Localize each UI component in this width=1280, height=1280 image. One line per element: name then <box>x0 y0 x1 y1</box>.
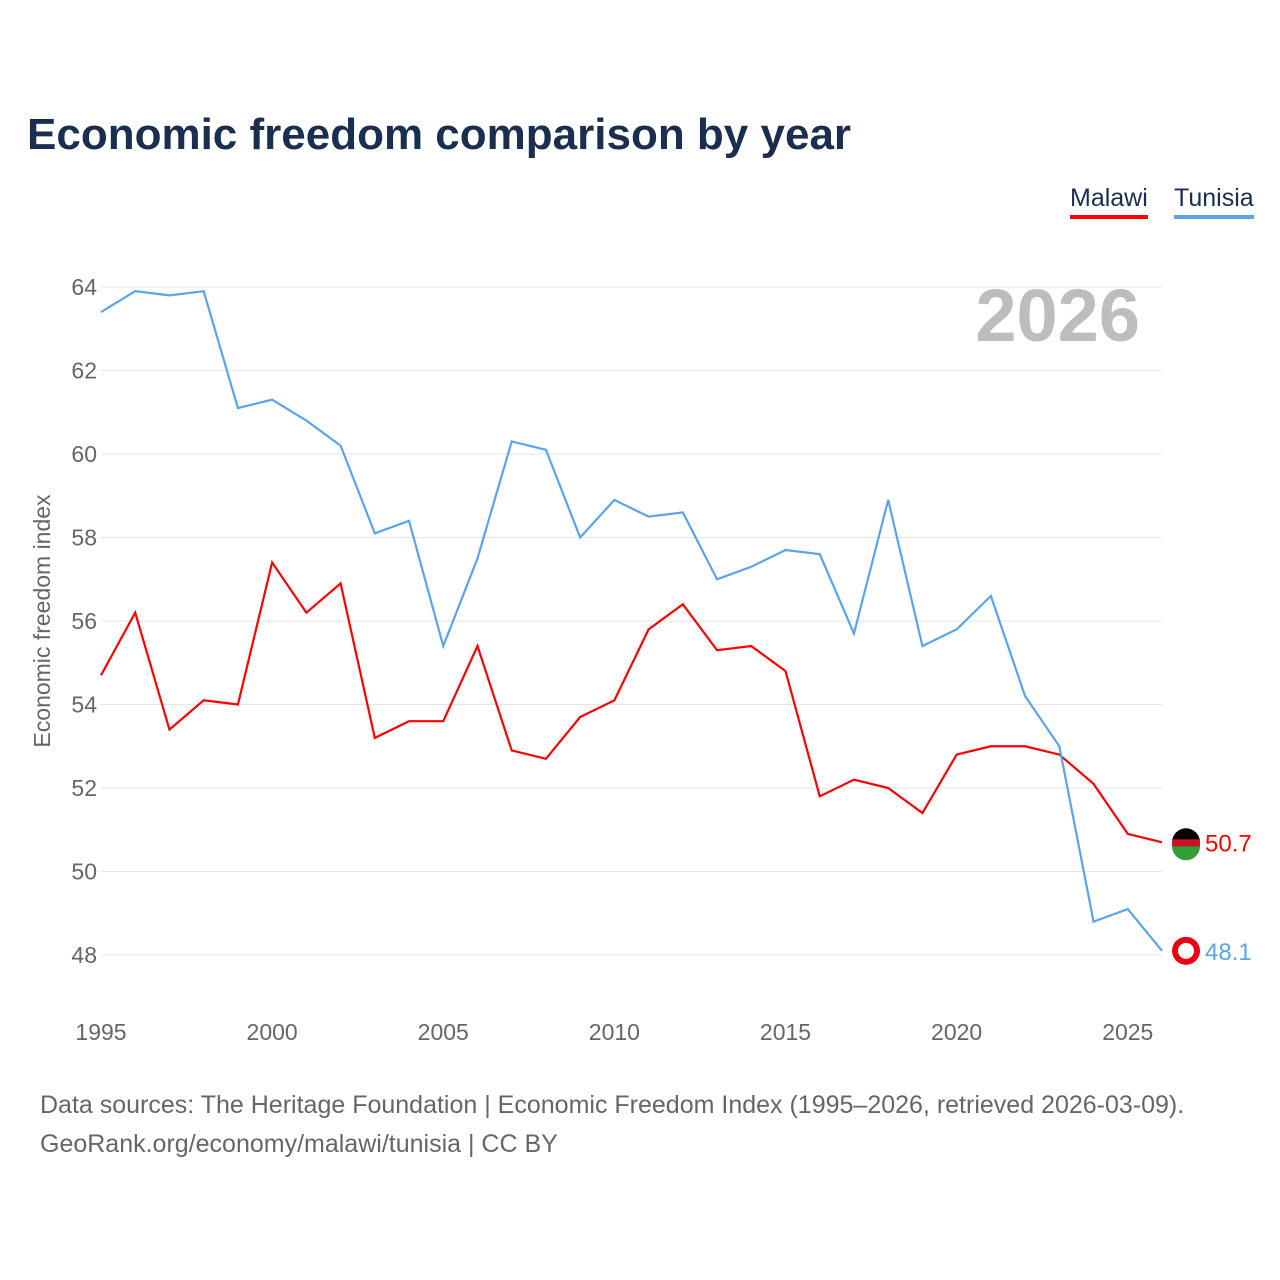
y-tick-label: 62 <box>71 358 97 384</box>
x-tick-label: 2015 <box>760 1019 811 1045</box>
x-tick-label: 1995 <box>75 1019 126 1045</box>
source-note: Data sources: The Heritage Foundation | … <box>40 1086 1184 1164</box>
flag-stripe <box>1172 839 1200 847</box>
end-value-label: 48.1 <box>1205 939 1252 966</box>
y-tick-label: 52 <box>71 775 97 801</box>
y-tick-label: 50 <box>71 859 97 885</box>
y-tick-label: 48 <box>71 942 97 968</box>
flag-disc <box>1178 942 1194 959</box>
series-line-malawi <box>100 559 1163 844</box>
flag-stripe <box>1172 846 1200 861</box>
year-watermark: 2026 <box>975 274 1140 357</box>
source-line-1: Data sources: The Heritage Foundation | … <box>40 1091 1185 1119</box>
y-tick-label: 56 <box>71 608 97 634</box>
x-tick-label: 2025 <box>1102 1019 1153 1045</box>
chart-title: Economic freedom comparison by year <box>27 110 852 159</box>
x-tick-label: 2000 <box>247 1019 298 1045</box>
source-line-2[interactable]: GeoRank.org/economy/malawi/tunisia | CC … <box>40 1130 558 1158</box>
y-axis-label: Economic freedom index <box>29 494 55 748</box>
x-tick-label: 2010 <box>589 1019 640 1045</box>
series-line-tunisia <box>100 289 1163 952</box>
legend-malawi[interactable]: Malawi <box>1070 184 1148 219</box>
y-tick-label: 60 <box>71 441 97 467</box>
y-tick-label: 58 <box>71 525 97 551</box>
y-tick-label: 64 <box>71 274 97 300</box>
legend-tunisia[interactable]: Tunisia <box>1174 184 1254 219</box>
end-value-label: 50.7 <box>1205 830 1252 857</box>
x-tick-label: 2020 <box>931 1019 982 1045</box>
x-tick-label: 2005 <box>418 1019 469 1045</box>
y-tick-label: 54 <box>71 692 97 718</box>
